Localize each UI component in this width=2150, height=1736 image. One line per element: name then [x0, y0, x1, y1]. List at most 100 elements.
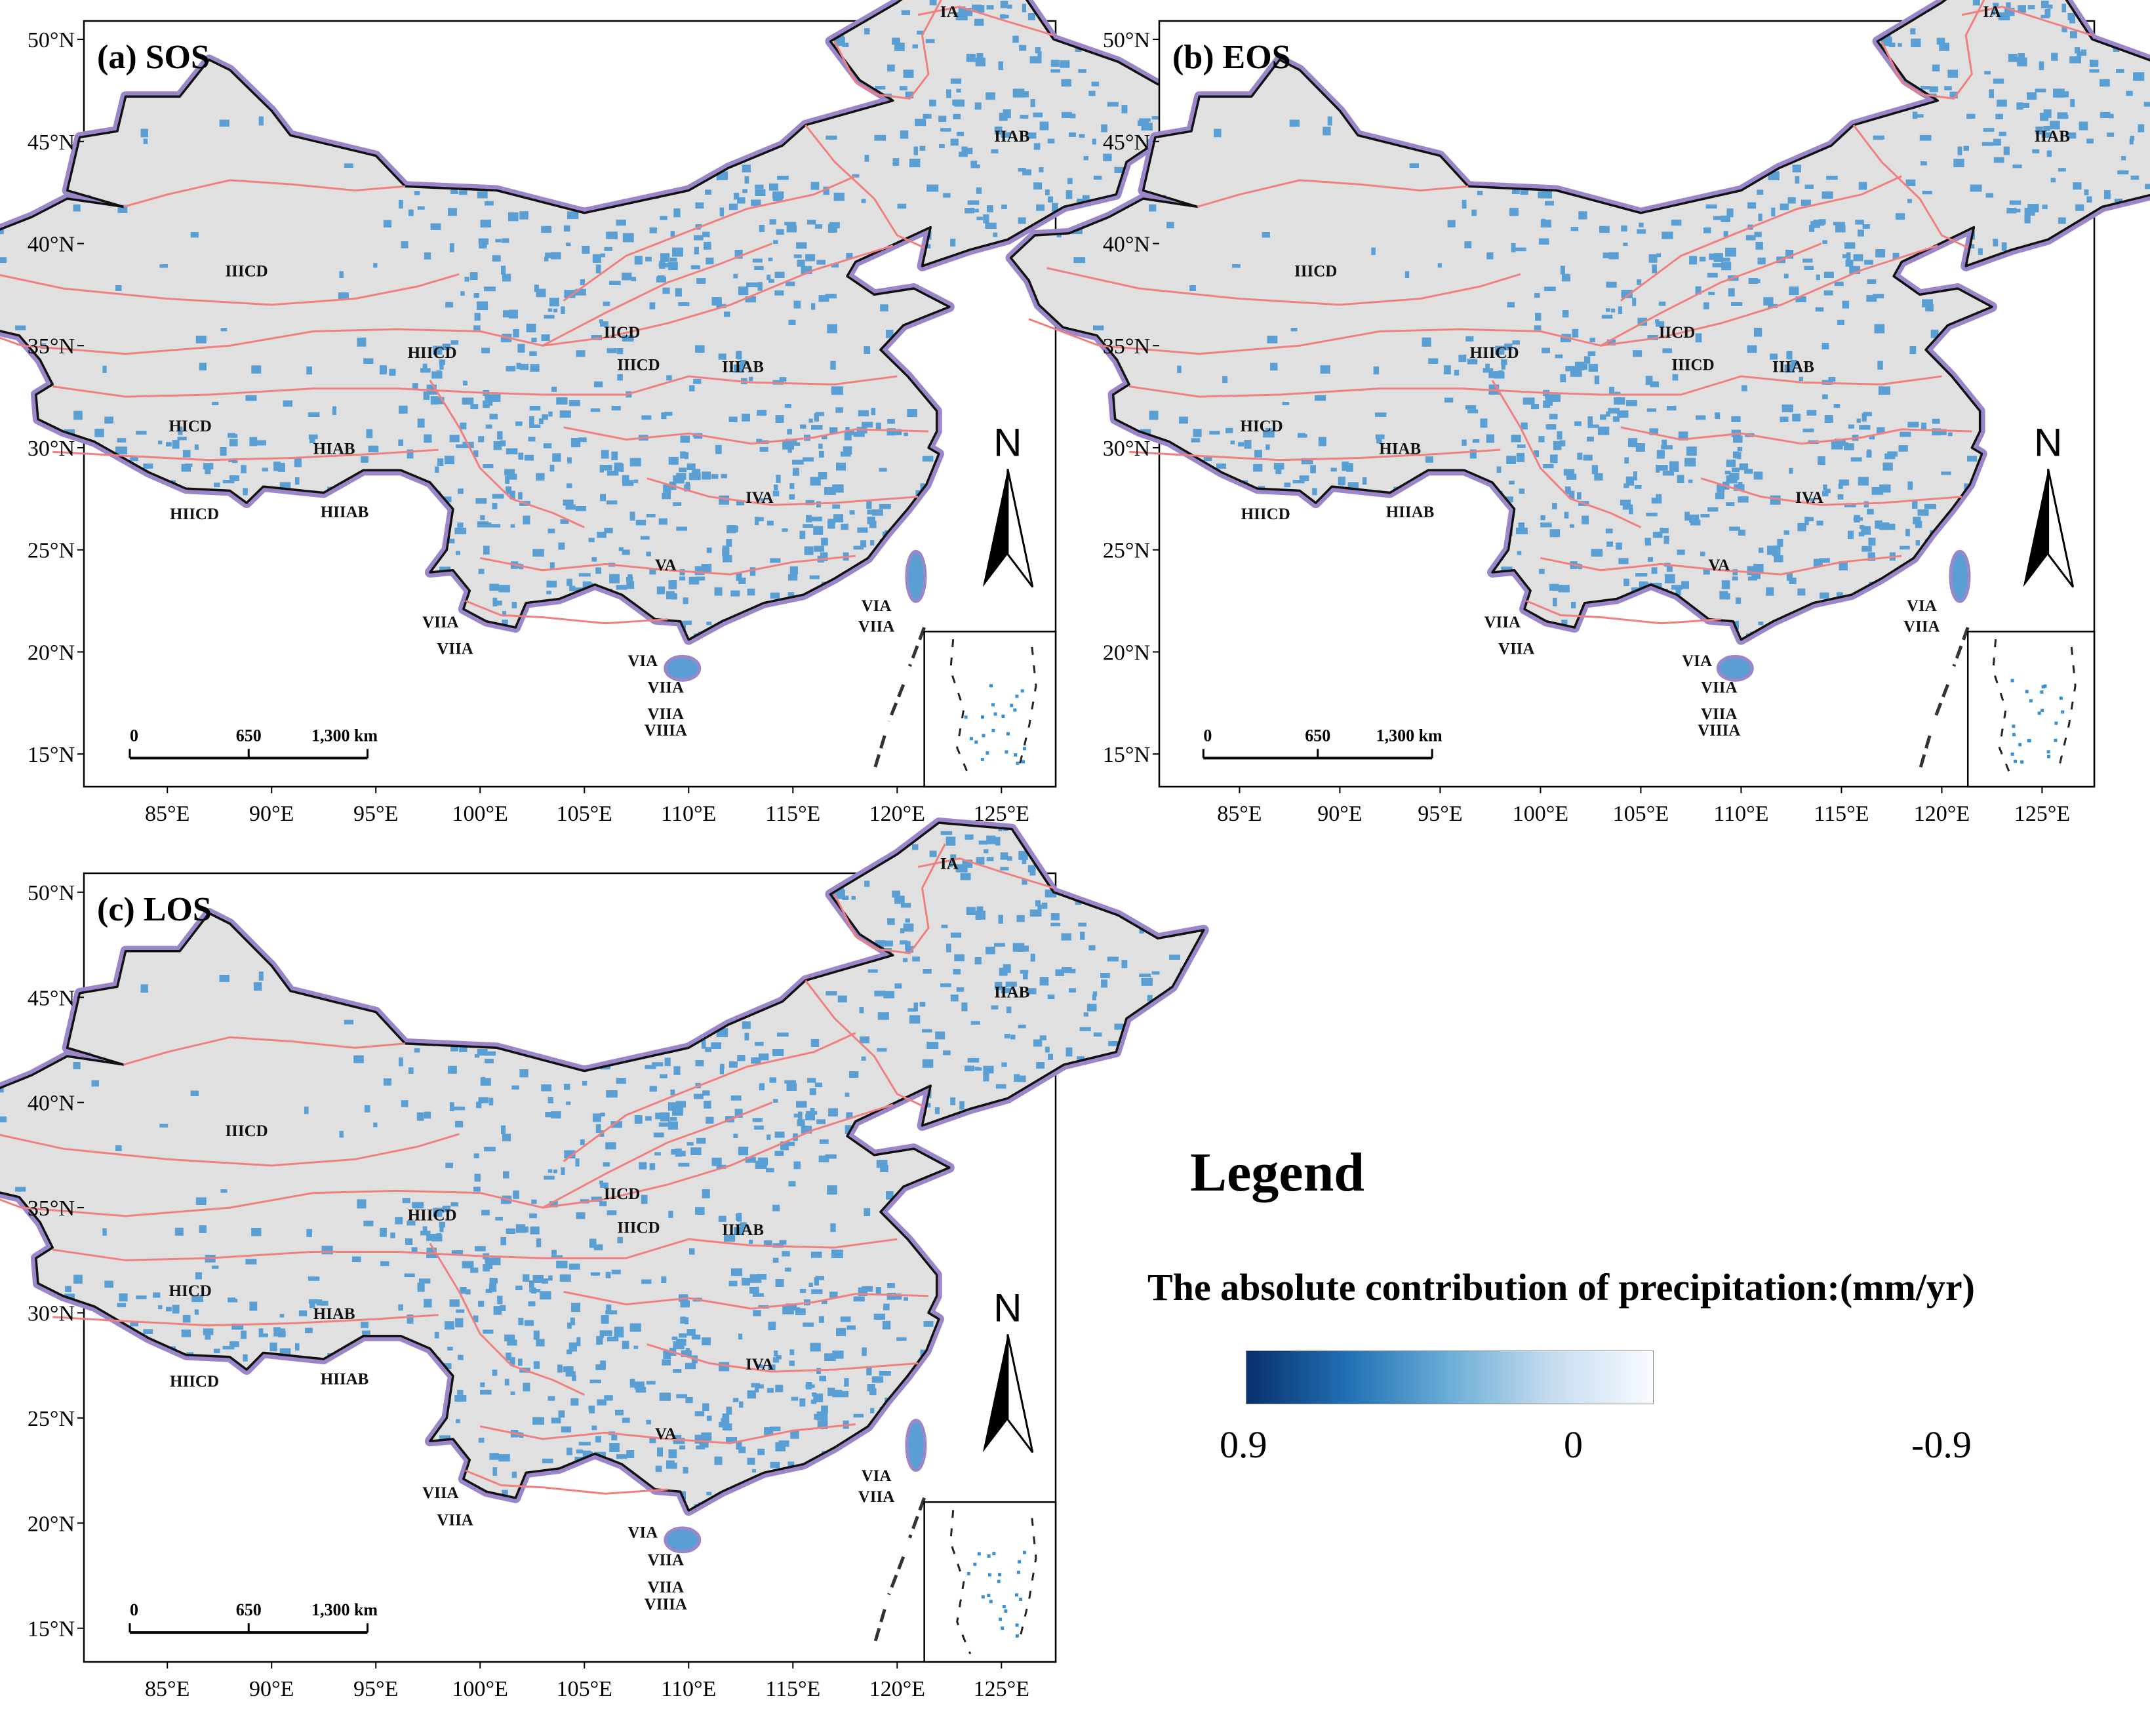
- zone-line: [52, 385, 543, 398]
- lat-label: 35°N: [28, 334, 75, 359]
- region-label: VIIA: [1903, 618, 1940, 635]
- lat-label: 20°N: [28, 641, 75, 665]
- inset-island: [966, 1571, 970, 1575]
- inset-island: [973, 1562, 977, 1566]
- region-label: VIIIA: [645, 1596, 687, 1613]
- inset-island: [2037, 711, 2041, 715]
- region-label: VIIA: [648, 1551, 685, 1569]
- map-los: 50°N 45°N 40°N 35°N 30°N 25°N 20°N 15°N 85°E 90°E…: [0, 818, 1209, 1701]
- map-eos: 50°N 45°N 40°N 35°N 30°N 25°N 20°N 15°N 85°E 90°E…: [1005, 0, 2150, 826]
- inset-island: [977, 1552, 981, 1556]
- hainan-island: [664, 654, 702, 682]
- region-label: VA: [655, 1425, 677, 1443]
- lon-label: 105°E: [1613, 802, 1669, 826]
- inset-island: [1001, 715, 1005, 718]
- inset-island: [1018, 1560, 1022, 1564]
- region-label: VIA: [1682, 652, 1712, 670]
- inset-island: [2043, 684, 2047, 688]
- inset-island: [2046, 750, 2050, 754]
- lon-label: 125°E: [2014, 802, 2070, 826]
- scalebar-label: 0: [130, 1600, 138, 1619]
- inset-island: [981, 1595, 985, 1599]
- inset-island: [1019, 1598, 1023, 1601]
- zone-line: [1129, 448, 1501, 462]
- region-label: IA: [1983, 3, 2001, 21]
- lon-label: 110°E: [1713, 802, 1768, 826]
- north-arrow-label: N: [993, 420, 1022, 464]
- region-label: HIICD: [170, 1373, 219, 1391]
- country-border: [0, 0, 1205, 641]
- region-label: IIICD: [617, 1219, 660, 1237]
- region-label: VIIA: [1701, 679, 1738, 697]
- lon-label: 85°E: [145, 802, 189, 826]
- lat-label: 15°N: [28, 1617, 75, 1642]
- zone-line: [1046, 267, 1521, 306]
- lat-label: 50°N: [1103, 28, 1150, 52]
- region-label: IIIAB: [722, 359, 764, 376]
- lon-label: 85°E: [145, 1677, 189, 1701]
- inset-island: [992, 1552, 996, 1556]
- inset-island: [985, 751, 989, 755]
- region-label: IIIAB: [1772, 359, 1814, 376]
- inset-island: [2012, 724, 2016, 728]
- zone-line: [123, 179, 405, 208]
- inset-island: [980, 757, 984, 761]
- inset-island: [2025, 690, 2029, 694]
- zone-line: [465, 1469, 668, 1495]
- north-arrow-icon-outline: [1006, 1333, 1034, 1453]
- panel-eos: 50°N 45°N 40°N 35°N 30°N 25°N 20°N 15°N 85°E 90°E…: [1005, 0, 2150, 852]
- region-label: VIIA: [1498, 641, 1535, 658]
- inset-island: [997, 1579, 1001, 1583]
- inset-island: [991, 703, 995, 707]
- lat-label: 45°N: [1103, 130, 1150, 155]
- lon-label: 120°E: [869, 802, 925, 826]
- inset-island: [993, 712, 997, 716]
- region-label: IVA: [1795, 489, 1823, 507]
- inset-island: [2061, 710, 2065, 714]
- region-label: IVA: [746, 489, 774, 507]
- north-arrow-icon: [2023, 469, 2048, 587]
- zone-line: [1601, 375, 1942, 396]
- inset-island: [2010, 679, 2014, 682]
- region-label: VA: [1708, 557, 1730, 574]
- zone-line: [1197, 179, 1469, 208]
- north-arrow-label: N: [2034, 420, 2062, 464]
- zone-line: [1700, 477, 1962, 506]
- north-arrow-icon-outline: [2047, 469, 2075, 588]
- lat-label: 35°N: [1103, 334, 1150, 359]
- lon-label: 115°E: [765, 1677, 820, 1701]
- panel-title: (a) SOS: [97, 39, 210, 76]
- lon-label: 95°E: [353, 802, 398, 826]
- inset-island: [2041, 685, 2045, 689]
- region-label: VIIA: [422, 614, 459, 631]
- region-label: IICD: [604, 324, 641, 342]
- zone-line: [542, 375, 898, 396]
- north-arrow-icon-outline: [1006, 469, 1034, 588]
- region-label: VIIA: [858, 1488, 895, 1506]
- region-label: IIAB: [994, 128, 1029, 146]
- region-label: VA: [655, 557, 677, 574]
- lat-label: 40°N: [28, 1092, 75, 1116]
- zone-line: [833, 0, 942, 100]
- zone-line: [0, 1103, 894, 1217]
- taiwan-island: [1949, 549, 1971, 603]
- lon-label: 90°E: [249, 1677, 294, 1701]
- inset-dashed-line-east: [1018, 646, 1037, 768]
- inset-island: [987, 1594, 991, 1598]
- zone-line: [563, 1290, 929, 1310]
- region-label: IA: [940, 3, 959, 21]
- zone-line: [563, 1032, 856, 1162]
- region-label: HIICD: [408, 344, 457, 362]
- region-label: VIA: [1907, 597, 1937, 615]
- inset-island: [2059, 696, 2063, 700]
- country-border: [0, 821, 1205, 1512]
- zone-line: [52, 448, 439, 462]
- region-label: HIIAB: [321, 1371, 369, 1389]
- panel-title: (c) LOS: [97, 891, 212, 928]
- scalebar-label: 0: [1203, 726, 1212, 745]
- region-label: HIICD: [170, 505, 219, 523]
- zone-line: [1620, 426, 1972, 445]
- panel-title: (b) EOS: [1172, 39, 1291, 76]
- zone-line: [52, 1248, 543, 1261]
- region-label: VIIA: [1484, 614, 1521, 631]
